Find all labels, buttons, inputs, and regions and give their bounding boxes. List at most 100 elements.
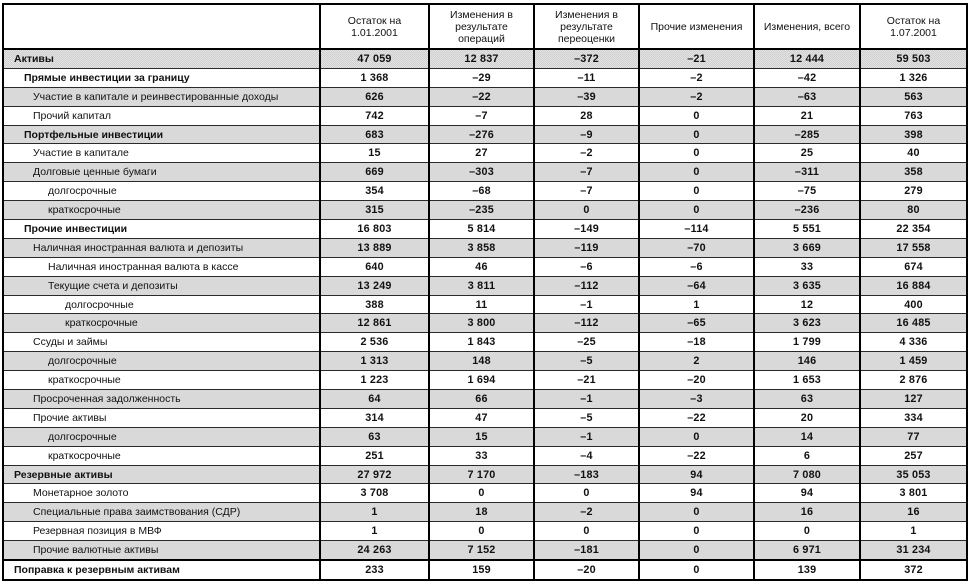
cell-value: 159 (428, 559, 535, 581)
cell-value: –20 (638, 370, 755, 391)
cell-value: 47 (428, 407, 535, 428)
table-row: Портфельные инвестиции 683 –276 –9 0 –28… (2, 124, 968, 145)
cell-value: 0 (533, 200, 640, 221)
table-row: Активы 47 059 12 837 –372 –21 12 444 59 … (2, 48, 968, 69)
table-row: долгосрочные 1 313 148 –5 2 146 1 459 (2, 351, 968, 372)
row-label: Текущие счета и депозиты (2, 275, 321, 296)
row-label: Наличная иностранная валюта в кассе (2, 256, 321, 277)
table-row: краткосрочные 251 33 –4 –22 6 257 (2, 445, 968, 466)
cell-value: 315 (319, 200, 430, 221)
cell-value: –372 (533, 48, 640, 69)
cell-value: 0 (638, 105, 755, 126)
cell-value: –112 (533, 275, 640, 296)
row-label: Прочие валютные активы (2, 540, 321, 561)
cell-value: 5 814 (428, 219, 535, 239)
table-row: долгосрочные 388 11 –1 1 12 400 (2, 294, 968, 315)
cell-value: –1 (533, 294, 640, 315)
row-label: краткосрочные (2, 200, 321, 221)
cell-value: 25 (753, 143, 861, 164)
cell-value: 13 249 (319, 275, 430, 296)
cell-value: 1 (319, 521, 430, 542)
table-row: долгосрочные 354 –68 –7 0 –75 279 (2, 181, 968, 202)
cell-value: 5 551 (753, 219, 861, 239)
table-row: краткосрочные 12 861 3 800 –112 –65 3 62… (2, 313, 968, 334)
cell-value: –3 (638, 389, 755, 409)
cell-value: 674 (859, 256, 968, 277)
cell-value: –22 (638, 445, 755, 466)
cell-value: –4 (533, 445, 640, 466)
cell-value: –149 (533, 219, 640, 239)
cell-value: 0 (638, 124, 755, 145)
cell-value: –235 (428, 200, 535, 221)
cell-value: 251 (319, 445, 430, 466)
cell-value: 12 444 (753, 48, 861, 69)
cell-value: 24 263 (319, 540, 430, 561)
cell-value: 16 803 (319, 219, 430, 239)
cell-value: –22 (638, 407, 755, 428)
cell-value: –2 (533, 143, 640, 164)
cell-value: –183 (533, 464, 640, 485)
cell-value: –42 (753, 67, 861, 88)
row-label: долгосрочные (2, 294, 321, 315)
cell-value: –7 (428, 105, 535, 126)
cell-value: 63 (319, 426, 430, 447)
cell-value: 640 (319, 256, 430, 277)
cell-value: –5 (533, 407, 640, 428)
cell-value: 233 (319, 559, 430, 581)
cell-value: 3 858 (428, 237, 535, 258)
cell-value: 28 (533, 105, 640, 126)
cell-value: 127 (859, 389, 968, 409)
cell-value: 148 (428, 351, 535, 372)
row-label: Портфельные инвестиции (2, 124, 321, 145)
cell-value: –65 (638, 313, 755, 334)
row-label: Резервные активы (2, 464, 321, 485)
table-row: Поправка к резервным активам 233 159 –20… (2, 559, 968, 581)
cell-value: –2 (533, 502, 640, 523)
cell-value: 0 (638, 559, 755, 581)
cell-value: 3 623 (753, 313, 861, 334)
cell-value: –119 (533, 237, 640, 258)
row-label: Поправка к резервным активам (2, 559, 321, 581)
row-label: долгосрочные (2, 351, 321, 372)
cell-value: 1 (319, 502, 430, 523)
cell-value: 1 843 (428, 332, 535, 353)
cell-value: 1 368 (319, 67, 430, 88)
cell-value: 12 861 (319, 313, 430, 334)
cell-value: –2 (638, 86, 755, 107)
cell-value: 22 354 (859, 219, 968, 239)
cell-value: 0 (638, 143, 755, 164)
row-label: Ссуды и займы (2, 332, 321, 353)
table-header-row: Остаток на 1.01.2001 Изменения в результ… (2, 4, 968, 50)
table-row: Специальные права заимствования (СДР) 1 … (2, 502, 968, 523)
column-header-operations: Изменения в результате операций (428, 4, 535, 50)
cell-value: 3 635 (753, 275, 861, 296)
table-row: Наличная иностранная валюта в кассе 640 … (2, 256, 968, 277)
cell-value: 334 (859, 407, 968, 428)
cell-value: 358 (859, 162, 968, 183)
cell-value: 77 (859, 426, 968, 447)
table-row: долгосрочные 63 15 –1 0 14 77 (2, 426, 968, 447)
cell-value: –276 (428, 124, 535, 145)
cell-value: 20 (753, 407, 861, 428)
cell-value: 63 (753, 389, 861, 409)
cell-value: –236 (753, 200, 861, 221)
cell-value: –11 (533, 67, 640, 88)
cell-value: –21 (533, 370, 640, 391)
cell-value: 3 801 (859, 483, 968, 504)
cell-value: –6 (533, 256, 640, 277)
cell-value: 0 (638, 162, 755, 183)
cell-value: –22 (428, 86, 535, 107)
cell-value: 16 884 (859, 275, 968, 296)
cell-value: 27 972 (319, 464, 430, 485)
row-label: Просроченная задолженность (2, 389, 321, 409)
cell-value: 1 653 (753, 370, 861, 391)
row-label: Резервная позиция в МВФ (2, 521, 321, 542)
cell-value: 1 799 (753, 332, 861, 353)
row-label: Участие в капитале и реинвестированные д… (2, 86, 321, 107)
cell-value: 7 170 (428, 464, 535, 485)
table-row: Монетарное золото 3 708 0 0 94 94 3 801 (2, 483, 968, 504)
column-header-closing-balance: Остаток на 1.07.2001 (859, 4, 968, 50)
cell-value: 0 (428, 483, 535, 504)
table-row: Ссуды и займы 2 536 1 843 –25 –18 1 799 … (2, 332, 968, 353)
row-label: Монетарное золото (2, 483, 321, 504)
